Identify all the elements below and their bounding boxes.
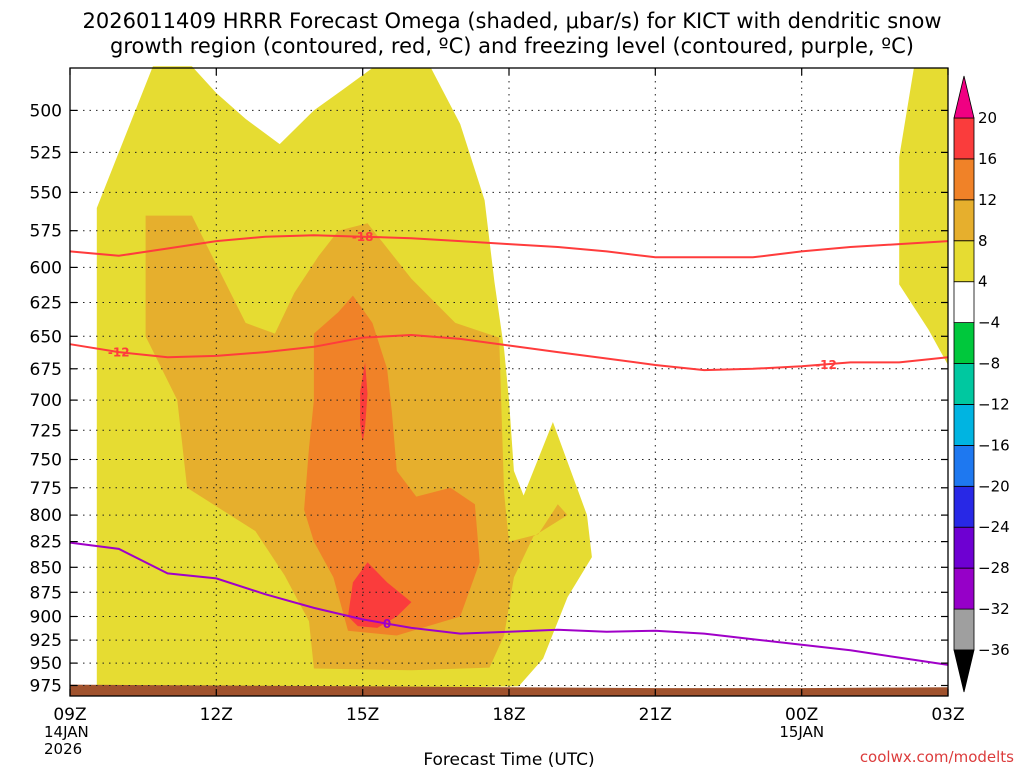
colorbar-box bbox=[953, 444, 975, 487]
chart-title-line-2: growth region (contoured, red, ºC) and f… bbox=[110, 34, 914, 58]
colorbar-box bbox=[953, 404, 975, 446]
colorbar-label: 8 bbox=[978, 232, 988, 250]
isotherm-line--18 bbox=[69, 234, 949, 259]
colorbar-label: −12 bbox=[978, 396, 1010, 414]
y-tick-label: 550 bbox=[30, 183, 62, 203]
y-tick-label: 650 bbox=[30, 327, 62, 347]
x-tick-label: 03Z bbox=[931, 705, 964, 725]
colorbar-label: −4 bbox=[978, 314, 1000, 332]
colorbar: −36 −32 −28 −24 −20 −16 −12 −8 −4 4 8 12 16 20 bbox=[953, 75, 1010, 693]
x-tick-label: 21Z bbox=[639, 705, 672, 725]
colorbar-extend-low bbox=[953, 649, 975, 693]
omega-region-4 bbox=[304, 295, 480, 636]
x-axis-label: Forecast Time (UTC) bbox=[423, 750, 594, 768]
x-tick-date: 14JAN bbox=[44, 723, 89, 741]
colorbar-label: 20 bbox=[978, 109, 997, 127]
x-tick-label: 15Z bbox=[346, 705, 379, 725]
isotherm-label--12: -12 bbox=[108, 346, 130, 360]
y-tick-label: 825 bbox=[30, 533, 62, 553]
colorbar-box bbox=[953, 608, 975, 651]
colorbar-box bbox=[953, 485, 975, 528]
colorbar-label: −8 bbox=[978, 355, 1000, 373]
colorbar-extend-high bbox=[953, 75, 975, 119]
isotherm-label-0: 0 bbox=[383, 617, 391, 631]
colorbar-box bbox=[953, 281, 975, 324]
y-tick-label: 725 bbox=[30, 421, 62, 441]
omega-region-5 bbox=[360, 362, 368, 443]
isotherm-label--12: -12 bbox=[815, 358, 837, 372]
omega-region-6 bbox=[348, 562, 412, 628]
colorbar-label: −24 bbox=[978, 518, 1010, 536]
isotherm-line-0 bbox=[69, 541, 949, 666]
y-tick-label: 700 bbox=[30, 391, 62, 411]
colorbar-box bbox=[953, 117, 975, 160]
colorbar-label: 12 bbox=[978, 191, 997, 209]
y-tick-label: 500 bbox=[30, 101, 62, 121]
y-tick-label: 900 bbox=[30, 608, 62, 628]
y-axis: 500 525 550 575 600 625 650 675 700 725 750 775 800 8… bbox=[30, 101, 948, 697]
y-tick-label: 775 bbox=[30, 479, 62, 499]
colorbar-box bbox=[953, 567, 975, 610]
colorbar-box bbox=[953, 158, 975, 201]
credit-text: coolwx.com/modelts bbox=[860, 748, 1014, 766]
y-tick-label: 600 bbox=[30, 258, 62, 278]
x-tick-label: 09Z bbox=[53, 705, 86, 725]
colorbar-box bbox=[953, 199, 975, 242]
y-tick-label: 675 bbox=[30, 360, 62, 380]
x-tick-label: 12Z bbox=[200, 705, 233, 725]
colorbar-label: 16 bbox=[978, 150, 997, 168]
y-tick-label: 575 bbox=[30, 222, 62, 242]
colorbar-label: −16 bbox=[978, 436, 1010, 454]
x-tick-year: 2026 bbox=[44, 740, 82, 758]
x-tick-label: 18Z bbox=[492, 705, 525, 725]
colorbar-box bbox=[953, 240, 975, 283]
chart-title-line-1: 2026011409 HRRR Forecast Omega (shaded, … bbox=[83, 9, 942, 33]
y-tick-label: 925 bbox=[30, 631, 62, 651]
y-tick-label: 800 bbox=[30, 506, 62, 526]
colorbar-label: −32 bbox=[978, 600, 1010, 618]
x-tick-label: 00Z bbox=[785, 705, 818, 725]
x-tick-date: 15JAN bbox=[779, 723, 824, 741]
colorbar-label: −36 bbox=[978, 641, 1010, 659]
colorbar-label: −20 bbox=[978, 477, 1010, 495]
grid-layer bbox=[70, 68, 948, 696]
colorbar-label: 4 bbox=[978, 273, 988, 291]
colorbar-box bbox=[953, 322, 975, 364]
y-tick-label: 950 bbox=[30, 654, 62, 674]
isotherm-line--12 bbox=[69, 333, 949, 372]
y-tick-label: 850 bbox=[30, 558, 62, 578]
isotherm-label--18: -18 bbox=[352, 230, 374, 244]
isotherm-layer: -18 -12 -12 0 bbox=[69, 230, 949, 666]
y-tick-label: 875 bbox=[30, 583, 62, 603]
y-tick-label: 750 bbox=[30, 451, 62, 471]
colorbar-box bbox=[953, 363, 975, 405]
colorbar-box bbox=[953, 526, 975, 569]
colorbar-label: −28 bbox=[978, 559, 1010, 577]
omega-region-2 bbox=[899, 68, 948, 365]
y-tick-label: 525 bbox=[30, 143, 62, 163]
y-tick-label: 625 bbox=[30, 294, 62, 314]
omega-shading-layer bbox=[96, 66, 948, 690]
y-tick-label: 975 bbox=[30, 677, 62, 697]
